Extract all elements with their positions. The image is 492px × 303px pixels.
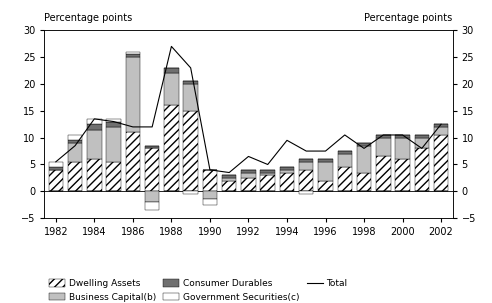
Bar bbox=[396, 159, 410, 191]
Bar bbox=[164, 73, 179, 105]
Bar bbox=[87, 130, 101, 159]
Bar bbox=[318, 181, 333, 191]
Bar bbox=[184, 81, 198, 84]
Text: Percentage points: Percentage points bbox=[365, 13, 453, 23]
Bar bbox=[434, 124, 448, 127]
Bar bbox=[299, 162, 313, 170]
Bar bbox=[106, 127, 121, 162]
Bar bbox=[68, 135, 82, 140]
Bar bbox=[164, 105, 179, 191]
Bar bbox=[184, 84, 198, 111]
Bar bbox=[376, 138, 391, 156]
Bar bbox=[125, 52, 140, 55]
Bar bbox=[396, 138, 410, 159]
Bar bbox=[415, 148, 429, 191]
Bar bbox=[87, 124, 101, 130]
Bar bbox=[125, 55, 140, 57]
Bar bbox=[125, 57, 140, 132]
Bar bbox=[106, 122, 121, 127]
Bar bbox=[396, 135, 410, 138]
Bar bbox=[87, 159, 101, 191]
Bar bbox=[357, 143, 371, 146]
Bar bbox=[49, 170, 63, 191]
Bar bbox=[164, 68, 179, 73]
Bar bbox=[145, 146, 159, 148]
Legend: Dwelling Assets, Business Capital(b), Consumer Durables, Government Securities(c: Dwelling Assets, Business Capital(b), Co… bbox=[49, 279, 348, 301]
Bar bbox=[68, 140, 82, 143]
Bar bbox=[434, 135, 448, 191]
Bar bbox=[203, 191, 217, 199]
Bar bbox=[68, 162, 82, 191]
Bar bbox=[184, 111, 198, 191]
Bar bbox=[145, 202, 159, 210]
Bar bbox=[203, 170, 217, 191]
Bar bbox=[357, 172, 371, 191]
Bar bbox=[318, 159, 333, 162]
Bar bbox=[49, 162, 63, 167]
Bar bbox=[434, 127, 448, 135]
Bar bbox=[241, 178, 256, 191]
Bar bbox=[125, 132, 140, 191]
Bar bbox=[184, 191, 198, 194]
Bar bbox=[338, 167, 352, 191]
Bar bbox=[222, 178, 237, 181]
Bar bbox=[299, 170, 313, 191]
Bar bbox=[68, 143, 82, 162]
Bar bbox=[106, 162, 121, 191]
Bar bbox=[299, 159, 313, 162]
Bar bbox=[145, 191, 159, 202]
Text: Percentage points: Percentage points bbox=[44, 13, 132, 23]
Bar bbox=[222, 181, 237, 191]
Bar bbox=[49, 167, 63, 170]
Bar bbox=[203, 199, 217, 205]
Bar bbox=[260, 170, 275, 172]
Bar bbox=[318, 162, 333, 181]
Bar bbox=[222, 175, 237, 178]
Bar bbox=[260, 175, 275, 191]
Bar bbox=[376, 156, 391, 191]
Bar bbox=[299, 191, 313, 194]
Bar bbox=[241, 170, 256, 172]
Bar bbox=[280, 167, 294, 170]
Bar bbox=[106, 119, 121, 122]
Bar bbox=[241, 172, 256, 178]
Bar bbox=[87, 119, 101, 124]
Bar bbox=[280, 172, 294, 191]
Bar bbox=[338, 151, 352, 154]
Bar bbox=[338, 154, 352, 167]
Bar bbox=[415, 138, 429, 148]
Bar bbox=[415, 135, 429, 138]
Bar bbox=[376, 135, 391, 138]
Bar bbox=[145, 148, 159, 191]
Bar bbox=[280, 170, 294, 172]
Bar bbox=[357, 146, 371, 172]
Bar bbox=[260, 172, 275, 175]
